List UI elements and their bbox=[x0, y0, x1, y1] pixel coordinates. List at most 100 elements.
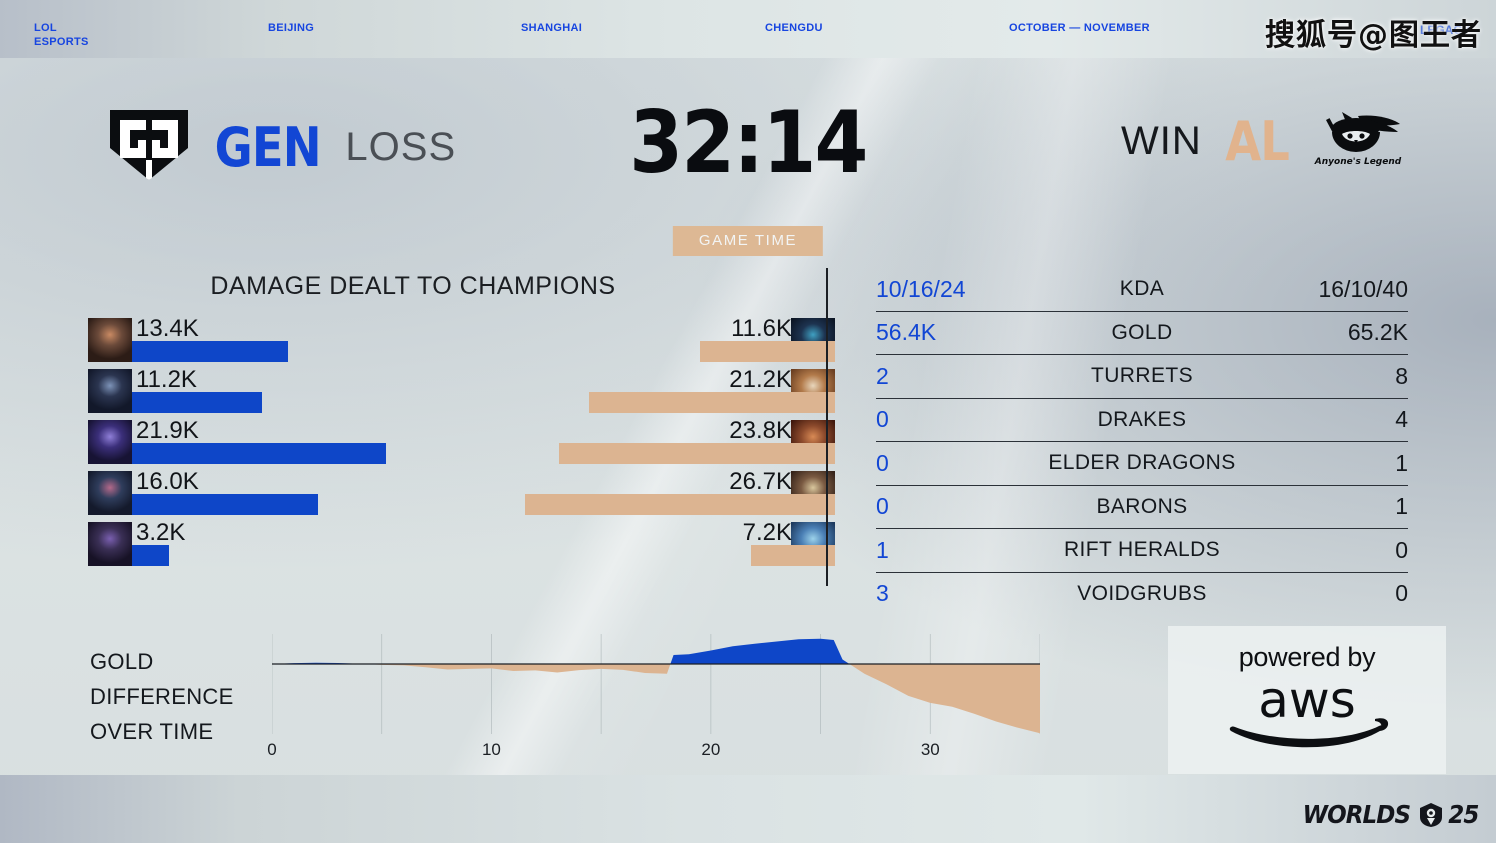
damage-value-left: 3.2K bbox=[136, 519, 186, 546]
game-time-badge: GAME TIME bbox=[672, 226, 824, 256]
top-rail-lol-esports: LOL ESPORTS bbox=[34, 22, 89, 48]
stat-label: VOIDGRUBS bbox=[1077, 581, 1207, 605]
stat-label: ELDER DRAGONS bbox=[1048, 451, 1236, 475]
stat-label: GOLD bbox=[1111, 320, 1173, 344]
team-stats-table: 10/16/24 KDA 16/10/40 56.4K GOLD 65.2K 2 TURRET… bbox=[876, 268, 1408, 615]
stat-value-left: 0 bbox=[876, 493, 889, 520]
stat-value-right: 1 bbox=[1395, 449, 1408, 476]
damage-bar-left bbox=[132, 545, 170, 566]
stat-label: KDA bbox=[1119, 277, 1165, 301]
top-rail-city-beijing: BEIJING bbox=[268, 22, 315, 34]
aws-logo: aws bbox=[1207, 671, 1407, 758]
damage-row: 21.9K 23.8K bbox=[88, 417, 835, 464]
damage-bar-right bbox=[588, 392, 835, 413]
damage-row: 16.0K 26.7K bbox=[88, 468, 835, 515]
damage-bar-left bbox=[132, 341, 288, 362]
champion-portrait-1 bbox=[88, 318, 132, 362]
damage-value-right: 7.2K bbox=[742, 519, 792, 546]
damage-bar-right bbox=[751, 545, 835, 566]
worlds-25-logo: WORLDS 25 bbox=[1298, 800, 1480, 829]
damage-row: 13.4K 11.6K bbox=[88, 315, 835, 362]
top-rail-city-shanghai: SHANGHAI bbox=[521, 22, 583, 34]
right-team-header: WIN AL Anyone's Legend bbox=[1121, 108, 1404, 175]
stat-label: RIFT HERALDS bbox=[1063, 538, 1221, 562]
gold-difference-label-line-2: DIFFERENCE bbox=[90, 684, 234, 709]
gold-difference-label: GOLD DIFFERENCE OVER TIME bbox=[90, 644, 234, 749]
stat-value-left: 1 bbox=[876, 536, 889, 563]
gold-difference-x-axis: 0 10 20 30 bbox=[267, 740, 1040, 768]
stat-value-left: 2 bbox=[876, 362, 889, 389]
worlds-crest-icon bbox=[1420, 802, 1443, 827]
anyones-legend-panda-logo: Anyone's Legend bbox=[1312, 108, 1404, 175]
damage-value-right: 26.7K bbox=[729, 468, 792, 495]
stats-row: 0 DRAKES 4 bbox=[876, 399, 1408, 442]
game-timer-value: 32:14 bbox=[629, 93, 868, 193]
aws-powered-by-text: powered by bbox=[1238, 641, 1376, 672]
top-rail-city-chengdu: CHENGDU bbox=[765, 22, 823, 34]
champion-portrait-2 bbox=[88, 369, 132, 413]
left-team-header: GEN LOSS bbox=[108, 108, 456, 187]
damage-bar-left bbox=[132, 392, 263, 413]
damage-bar-right bbox=[700, 341, 835, 362]
top-rail: LOL ESPORTS BEIJING SHANGHAI CHENGDU OCTO… bbox=[0, 0, 1496, 58]
stat-value-right: 65.2K bbox=[1347, 319, 1408, 346]
left-team-tag: GEN bbox=[214, 115, 322, 179]
damage-bar-right bbox=[525, 494, 835, 515]
damage-bar-right bbox=[558, 443, 835, 464]
damage-value-left: 13.4K bbox=[136, 315, 199, 342]
damage-bar-left bbox=[132, 443, 387, 464]
damage-value-left: 21.9K bbox=[136, 417, 199, 444]
gold-difference-chart bbox=[271, 634, 1041, 734]
svg-text:Anyone's Legend: Anyone's Legend bbox=[1314, 157, 1402, 167]
chart-xtick-label: 20 bbox=[701, 740, 721, 759]
stats-row: 1 RIFT HERALDS 0 bbox=[876, 529, 1408, 573]
sohu-watermark: 搜狐号@图王者 bbox=[1265, 18, 1482, 53]
top-rail-dates: OCTOBER — NOVEMBER bbox=[1009, 22, 1150, 34]
stat-value-right: 16/10/40 bbox=[1318, 275, 1408, 302]
stat-value-left: 0 bbox=[876, 449, 889, 476]
aws-sponsor-panel: powered by aws bbox=[1168, 626, 1446, 774]
chart-xtick-label: 30 bbox=[920, 740, 940, 759]
right-team-result: WIN bbox=[1121, 119, 1202, 163]
stat-value-left: 10/16/24 bbox=[876, 275, 966, 302]
damage-value-left: 11.2K bbox=[136, 366, 197, 393]
gold-diff-negative-area bbox=[272, 664, 1040, 734]
champion-portrait-4 bbox=[88, 471, 132, 515]
worlds-year-text: 25 bbox=[1448, 800, 1480, 829]
worlds-logo-text: WORLDS bbox=[1303, 800, 1411, 829]
game-timer: 32:14 bbox=[0, 100, 1496, 186]
left-team-result: LOSS bbox=[345, 125, 457, 169]
champion-portrait-5 bbox=[88, 522, 132, 566]
stats-row: 3 VOIDGRUBS 0 bbox=[876, 573, 1408, 616]
gen-g-shield-logo bbox=[108, 108, 190, 187]
gold-difference-label-line-3: OVER TIME bbox=[90, 719, 214, 744]
stats-row: 0 ELDER DRAGONS 1 bbox=[876, 442, 1408, 486]
chart-xtick-label: 0 bbox=[267, 740, 277, 759]
stats-row: 56.4K GOLD 65.2K bbox=[876, 312, 1408, 355]
chart-xtick-label: 10 bbox=[481, 740, 501, 759]
stats-row: 0 BARONS 1 bbox=[876, 486, 1408, 529]
damage-row: 3.2K 7.2K bbox=[88, 519, 835, 566]
champion-portrait-3 bbox=[88, 420, 132, 464]
stats-row: 2 TURRETS 8 bbox=[876, 355, 1408, 399]
stat-value-right: 0 bbox=[1395, 536, 1408, 563]
stat-value-right: 0 bbox=[1395, 580, 1408, 607]
panel-divider bbox=[826, 268, 828, 586]
damage-chart: 13.4K 11.6K 11.2K 21.2K 21.9K 23.8K 16.0K 26.7K… bbox=[88, 315, 835, 573]
damage-value-right: 11.6K bbox=[731, 315, 792, 342]
gold-difference-label-line-1: GOLD bbox=[90, 649, 154, 674]
damage-bar-left bbox=[132, 494, 318, 515]
stat-value-right: 8 bbox=[1395, 362, 1408, 389]
legacy-text: LEGACY bbox=[1419, 23, 1470, 37]
stat-value-left: 56.4K bbox=[876, 319, 937, 346]
stat-value-left: 3 bbox=[876, 580, 889, 607]
stat-label: DRAKES bbox=[1097, 407, 1187, 431]
svg-text:aws: aws bbox=[1258, 673, 1356, 729]
damage-value-left: 16.0K bbox=[136, 468, 199, 495]
damage-value-right: 21.2K bbox=[729, 366, 792, 393]
right-team-tag: AL bbox=[1224, 109, 1290, 173]
damage-row: 11.2K 21.2K bbox=[88, 366, 835, 413]
damage-chart-title: DAMAGE DEALT TO CHAMPIONS bbox=[210, 272, 616, 300]
